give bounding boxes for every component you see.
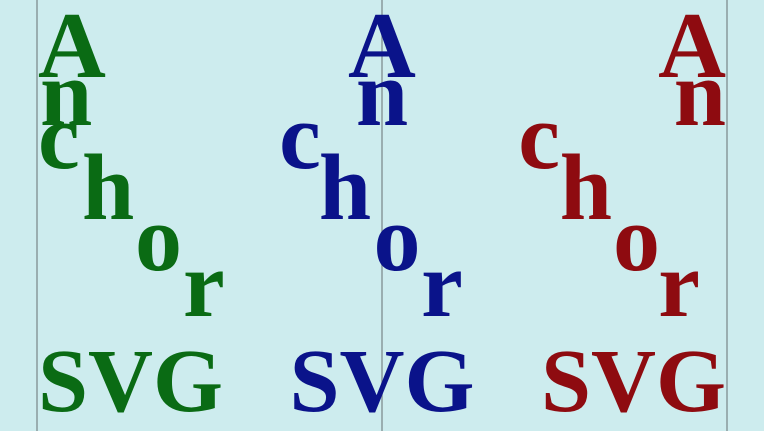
letter-c-blue: c xyxy=(279,85,321,189)
letter-c-green: c xyxy=(38,85,80,189)
letter-r-red: r xyxy=(658,233,700,337)
letter-o-blue: o xyxy=(374,187,421,291)
anchor-middle-group: A n c h o r SVG xyxy=(279,0,474,431)
letter-h-red: h xyxy=(560,136,612,240)
letter-c-red: c xyxy=(518,85,560,189)
letter-a-green: A xyxy=(38,0,106,98)
anchor-start-group: A n c h o r SVG xyxy=(38,0,225,431)
letter-r-blue: r xyxy=(421,233,463,337)
letter-n-green: n xyxy=(40,42,92,146)
letter-a-blue: A xyxy=(348,0,416,98)
svg-word-blue: SVG xyxy=(289,332,474,431)
letter-o-red: o xyxy=(613,187,660,291)
letter-n-blue: n xyxy=(356,42,408,146)
letter-n-red: n xyxy=(674,42,726,146)
letter-r-green: r xyxy=(183,233,225,337)
svg-word-green: SVG xyxy=(38,332,223,431)
letter-o-green: o xyxy=(135,187,182,291)
letter-a-red: A xyxy=(658,0,726,98)
letter-h-green: h xyxy=(82,136,134,240)
letter-h-blue: h xyxy=(319,136,371,240)
svg-word-red: SVG xyxy=(541,332,726,431)
anchor-end-group: A n c h o r SVG xyxy=(518,0,726,431)
